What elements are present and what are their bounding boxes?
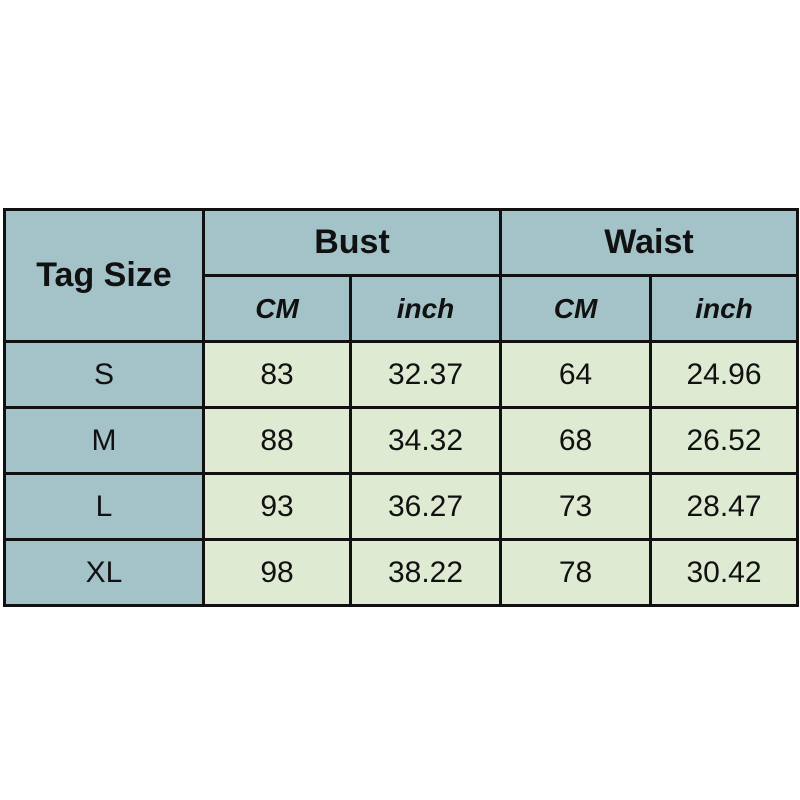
cell: 73 xyxy=(499,472,652,541)
cell: 26.52 xyxy=(649,406,799,475)
size-label: S xyxy=(3,340,205,409)
cell: 88 xyxy=(202,406,352,475)
bust-header: Bust xyxy=(202,208,502,277)
size-label: M xyxy=(3,406,205,475)
table-row: L 93 36.27 73 28.47 xyxy=(3,472,799,541)
unit-header: inch xyxy=(649,274,799,343)
size-label: L xyxy=(3,472,205,541)
cell: 64 xyxy=(499,340,652,409)
cell: 98 xyxy=(202,538,352,607)
tag-size-header: Tag Size xyxy=(3,208,205,343)
unit-header: CM xyxy=(202,274,352,343)
cell: 28.47 xyxy=(649,472,799,541)
size-label: XL xyxy=(3,538,205,607)
cell: 83 xyxy=(202,340,352,409)
table-row: XL 98 38.22 78 30.42 xyxy=(3,538,799,607)
size-chart-table: Tag Size Bust Waist CM inch CM inch S 83… xyxy=(3,208,799,607)
cell: 78 xyxy=(499,538,652,607)
unit-header: CM xyxy=(499,274,652,343)
cell: 24.96 xyxy=(649,340,799,409)
cell: 38.22 xyxy=(349,538,502,607)
waist-header: Waist xyxy=(499,208,799,277)
unit-header: inch xyxy=(349,274,502,343)
cell: 68 xyxy=(499,406,652,475)
table-row: M 88 34.32 68 26.52 xyxy=(3,406,799,475)
cell: 34.32 xyxy=(349,406,502,475)
cell: 93 xyxy=(202,472,352,541)
cell: 36.27 xyxy=(349,472,502,541)
cell: 32.37 xyxy=(349,340,502,409)
table-row: S 83 32.37 64 24.96 xyxy=(3,340,799,409)
cell: 30.42 xyxy=(649,538,799,607)
